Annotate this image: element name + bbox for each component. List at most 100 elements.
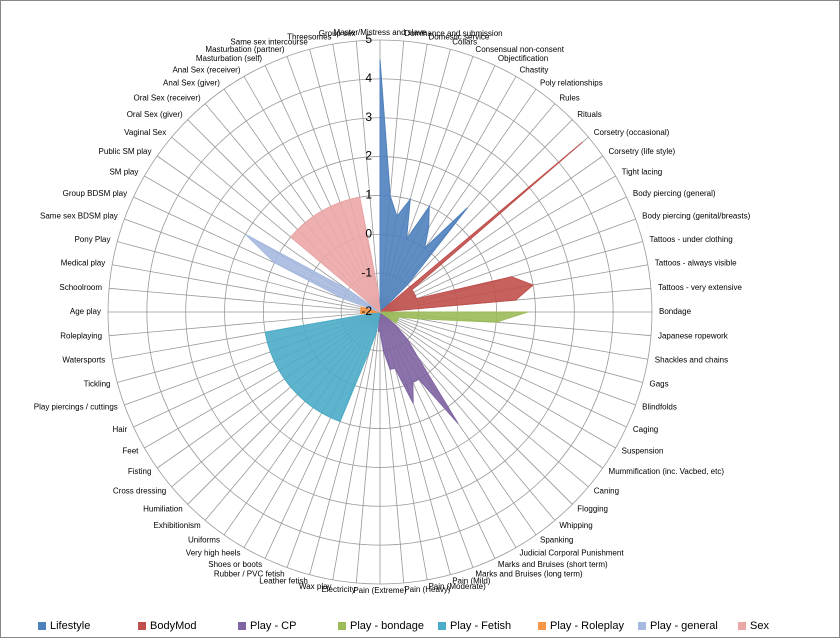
spoke (379, 311, 589, 488)
spoke (112, 264, 381, 313)
category-label: Cross dressing (113, 486, 166, 495)
category-label: Flogging (577, 504, 608, 513)
category-label: Corsetry (life style) (609, 147, 676, 156)
legend-swatch (338, 622, 346, 630)
category-label: Tattoos - under clothing (649, 235, 732, 244)
category-label: Masturbation (partner) (205, 45, 284, 54)
spoke (379, 155, 604, 313)
spoke (379, 311, 636, 406)
category-label: Objectification (498, 54, 548, 63)
legend-swatch (138, 622, 146, 630)
category-label: Marks and Bruises (long term) (475, 569, 582, 578)
category-label: Exhibitionism (154, 521, 201, 530)
series-area (245, 233, 381, 313)
category-label: Medical play (61, 259, 105, 268)
category-label: Pony Play (74, 235, 110, 244)
spoke (379, 311, 616, 449)
spoke (109, 287, 381, 313)
series-area (378, 311, 528, 324)
legend-label: Lifestyle (50, 620, 90, 632)
legend-swatch (238, 622, 246, 630)
series-area (264, 311, 381, 423)
category-label: Spanking (540, 536, 573, 545)
category-label: Collars (452, 38, 477, 47)
category-label: Masturbation (self) (196, 54, 263, 63)
category-label: Uniforms (188, 536, 220, 545)
category-label: Shoes or boots (208, 560, 262, 569)
spoke (332, 311, 381, 580)
legend-label: BodyMod (150, 620, 196, 632)
category-label: Pain (Heavy) (404, 585, 451, 594)
legend-label: Play - Roleplay (550, 620, 624, 632)
series-area (360, 306, 381, 315)
category-label: Hair (112, 425, 127, 434)
spoke (379, 119, 573, 313)
category-label: Body piercing (genital/breasts) (642, 212, 750, 221)
category-label: Humiliation (143, 504, 183, 513)
spoke (379, 311, 573, 505)
spoke (379, 311, 643, 383)
spoke (379, 196, 627, 313)
spoke (124, 218, 381, 313)
y-tick-label: 4 (365, 71, 372, 85)
category-label: Anal Sex (giver) (163, 79, 220, 88)
category-label: Corsetry (occasional) (594, 128, 670, 137)
category-label: Vaginal Sex (124, 128, 166, 137)
y-tick-label: 3 (365, 110, 372, 124)
spoke (109, 311, 381, 337)
category-label: Caning (594, 486, 619, 495)
series-area (377, 310, 459, 424)
category-label: Wax play (299, 582, 332, 591)
category-label: Fisting (128, 467, 152, 476)
category-label: Marks and Bruises (short term) (498, 560, 608, 569)
series-area (289, 196, 381, 314)
category-label: Electricity (321, 585, 355, 594)
legend-swatch (438, 622, 446, 630)
legend-label: Sex (750, 620, 769, 632)
category-label: Rituals (577, 110, 601, 119)
legend-label: Play - Fetish (450, 620, 511, 632)
category-label: SM play (109, 168, 138, 177)
category-label: Tattoos - always visible (655, 259, 737, 268)
category-label: Chastity (520, 65, 549, 74)
spoke (156, 155, 381, 313)
category-label: Japanese ropework (658, 331, 729, 340)
category-label: Feet (122, 447, 139, 456)
category-label: Watersports (62, 356, 105, 365)
y-tick-label: 0 (365, 226, 372, 240)
category-label: Public SM play (99, 147, 152, 156)
category-label: Tattoos - very extensive (658, 283, 743, 292)
category-label: Consensual non-consent (475, 45, 564, 54)
spoke (379, 311, 627, 428)
category-label: Pain (Mild) (452, 577, 491, 586)
y-tick-label: 2 (365, 149, 372, 163)
category-label: Dominance and submission (404, 29, 502, 38)
category-label: Body piercing (general) (633, 189, 716, 198)
category-label: Same sex BDSM play (40, 212, 118, 221)
y-tick-label: -2 (361, 304, 372, 318)
spoke (309, 311, 381, 575)
spoke (379, 175, 616, 313)
category-label: Mummification (inc. Vacbed, etc) (609, 467, 725, 476)
spoke (355, 311, 381, 583)
spoke (379, 311, 604, 469)
series-area (378, 141, 583, 313)
legend-label: Play - bondage (350, 620, 424, 632)
category-label: Oral Sex (giver) (127, 110, 183, 119)
legend-swatch (538, 622, 546, 630)
category-label: Shackles and chains (655, 356, 728, 365)
legend-swatch (738, 622, 746, 630)
category-label: Rubber / PVC fetish (214, 569, 285, 578)
category-label: Rules (559, 93, 579, 102)
category-label: Very high heels (186, 549, 241, 558)
category-label: Oral Sex (receiver) (134, 93, 201, 102)
category-label: Threesomes (287, 32, 331, 41)
legend-label: Play - general (650, 620, 718, 632)
spoke (379, 218, 636, 313)
y-tick-label: -1 (361, 265, 372, 279)
category-label: Tickling (84, 379, 111, 388)
category-label: Same sex intercourse (230, 38, 308, 47)
legend-label: Play - CP (250, 620, 296, 632)
category-label: Anal Sex (receiver) (172, 65, 240, 74)
